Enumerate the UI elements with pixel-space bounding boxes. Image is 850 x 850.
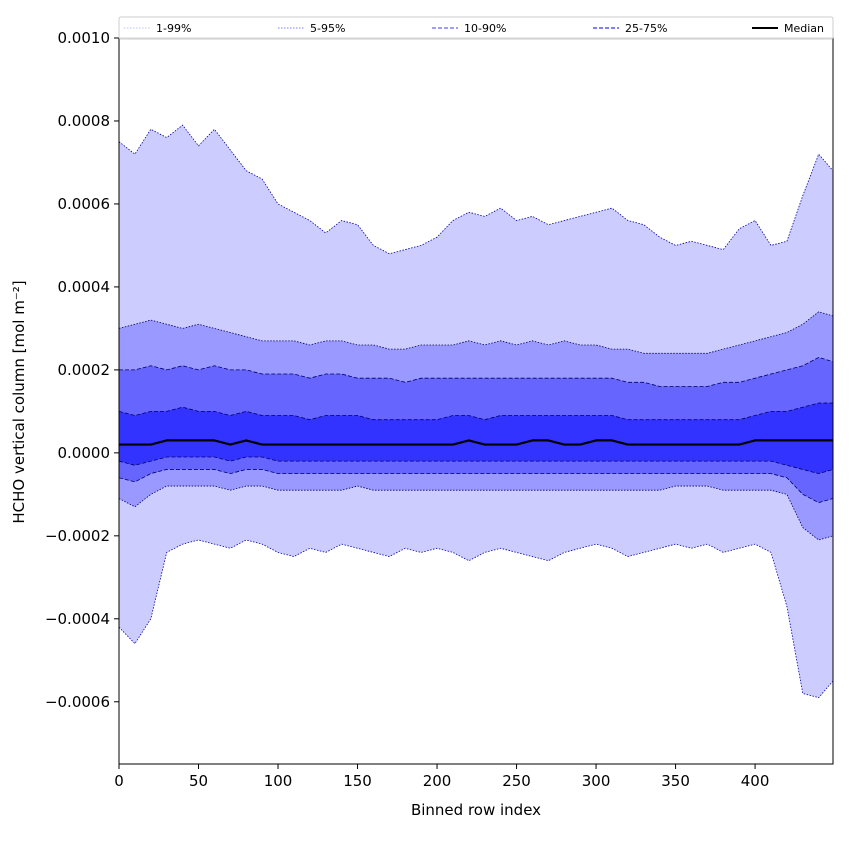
y-axis-ticks: −0.0006 −0.0004 −0.0002 0.0000 0.0002 0.0004 0… — [45, 29, 119, 711]
x-tick-label: 50 — [189, 772, 208, 790]
legend-label: 5-95% — [310, 22, 345, 35]
y-axis-title: HCHO vertical column [mol m⁻²] — [10, 280, 28, 523]
x-tick-label: 150 — [343, 772, 372, 790]
y-tick-label: 0.0008 — [58, 112, 111, 130]
band-10-90-upper-line — [119, 357, 833, 387]
y-tick-label: 0.0006 — [58, 195, 111, 213]
legend-label: Median — [784, 22, 824, 35]
x-tick-label: 300 — [582, 772, 611, 790]
y-tick-label: −0.0002 — [45, 527, 110, 545]
y-tick-label: 0.0010 — [58, 29, 111, 47]
legend-frame — [118, 16, 834, 40]
plot-area — [119, 124, 833, 699]
median-layer — [119, 439, 833, 446]
x-axis-ticks: 0 50 100 150 200 250 300 350 400 — [114, 764, 769, 790]
band-1-99-upper-line — [119, 124, 833, 255]
legend: 1-99% 5-95% 10-90% 25-75% Median — [118, 16, 834, 40]
median-line — [119, 439, 833, 446]
percentile-bands — [119, 125, 833, 698]
legend-label: 10-90% — [464, 22, 506, 35]
band-5-95-upper-line — [119, 311, 833, 354]
band-25-75 — [119, 403, 833, 474]
x-tick-label: 400 — [741, 772, 770, 790]
band-25-75-lower-line — [119, 456, 833, 475]
legend-label: 25-75% — [625, 22, 667, 35]
x-tick-label: 0 — [114, 772, 124, 790]
y-tick-label: 0.0004 — [58, 278, 111, 296]
x-tick-label: 200 — [423, 772, 452, 790]
y-tick-label: −0.0004 — [45, 610, 110, 628]
y-tick-label: −0.0006 — [45, 693, 110, 711]
x-tick-label: 250 — [502, 772, 531, 790]
legend-label: 1-99% — [156, 22, 191, 35]
band-edge-lines — [119, 124, 833, 699]
x-axis-title: Binned row index — [411, 801, 541, 819]
y-tick-label: 0.0002 — [58, 361, 111, 379]
band-25-75-upper-line — [119, 402, 833, 421]
y-tick-label: 0.0000 — [58, 444, 111, 462]
x-tick-label: 100 — [264, 772, 293, 790]
x-tick-label: 350 — [661, 772, 690, 790]
band-10-90-lower-line — [119, 469, 833, 504]
